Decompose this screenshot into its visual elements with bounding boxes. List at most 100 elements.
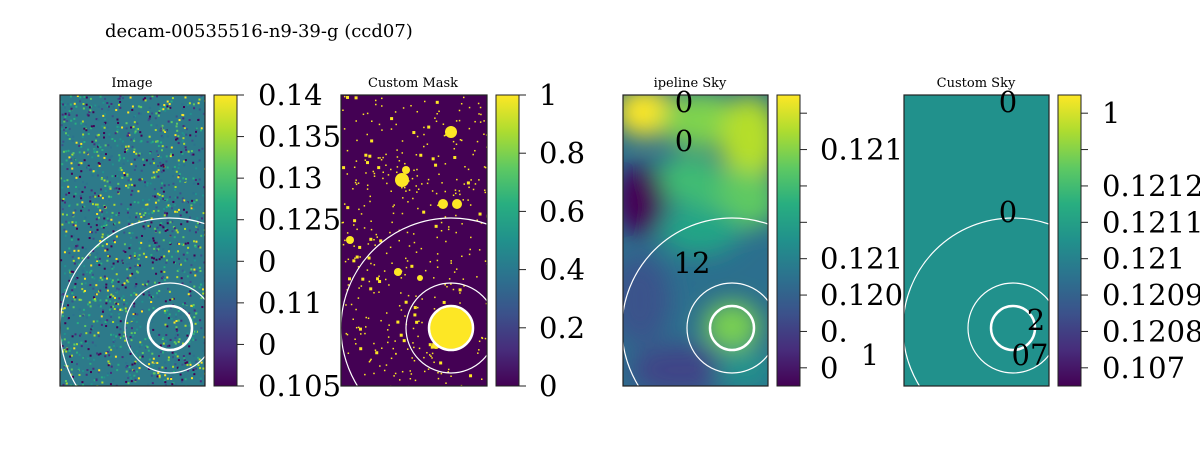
noise-pixel — [113, 222, 116, 225]
noise-pixel — [148, 367, 151, 370]
noise-pixel — [61, 144, 64, 147]
noise-pixel — [127, 179, 130, 182]
noise-pixel — [173, 321, 176, 324]
noise-pixel — [108, 135, 111, 138]
noise-pixel — [117, 303, 120, 306]
noise-pixel — [171, 153, 174, 156]
mask-speck — [401, 370, 404, 373]
noise-pixel — [85, 96, 88, 99]
noise-pixel — [167, 356, 170, 359]
noise-pixel — [84, 125, 87, 128]
noise-pixel — [119, 106, 122, 109]
noise-pixel — [196, 217, 199, 220]
noise-pixel — [174, 359, 177, 362]
mask-speck — [358, 287, 360, 289]
noise-pixel — [186, 332, 189, 335]
noise-pixel — [166, 325, 169, 328]
noise-pixel — [168, 313, 171, 316]
noise-pixel — [109, 186, 112, 189]
noise-pixel — [155, 292, 158, 295]
noise-pixel — [67, 355, 70, 358]
mask-speck — [358, 327, 362, 331]
noise-pixel — [92, 125, 95, 128]
noise-pixel — [167, 359, 170, 362]
mask-speck — [375, 351, 379, 355]
mask-speck — [399, 379, 401, 381]
mask-speck — [478, 349, 480, 351]
noise-pixel — [104, 249, 107, 252]
noise-pixel — [129, 266, 132, 269]
noise-pixel — [169, 338, 172, 341]
noise-pixel — [63, 118, 66, 121]
noise-pixel — [87, 164, 90, 167]
noise-pixel — [112, 379, 115, 382]
noise-pixel — [94, 231, 97, 234]
noise-pixel — [76, 322, 79, 325]
noise-pixel — [111, 138, 114, 141]
mask-speck — [343, 203, 346, 205]
noise-pixel — [115, 302, 118, 305]
noise-pixel — [60, 128, 63, 131]
noise-pixel — [130, 126, 133, 129]
noise-pixel — [192, 161, 195, 164]
noise-pixel — [117, 191, 120, 194]
noise-pixel — [65, 159, 68, 162]
noise-pixel — [99, 194, 102, 197]
noise-pixel — [182, 114, 185, 117]
mask-speck — [428, 354, 431, 356]
noise-pixel — [65, 382, 68, 385]
noise-pixel — [176, 210, 179, 213]
noise-pixel — [99, 240, 102, 243]
noise-pixel — [104, 144, 107, 147]
noise-pixel — [105, 286, 108, 289]
noise-pixel — [195, 130, 198, 133]
noise-pixel — [97, 195, 100, 198]
noise-pixel — [130, 294, 133, 297]
noise-pixel — [138, 247, 141, 250]
noise-pixel — [180, 380, 183, 383]
noise-pixel — [61, 223, 64, 226]
noise-pixel — [137, 271, 140, 274]
mask-speck — [474, 149, 476, 152]
noise-pixel — [149, 162, 152, 165]
noise-pixel — [159, 106, 162, 109]
noise-pixel — [68, 113, 71, 116]
mask-speck — [413, 169, 415, 172]
noise-pixel — [157, 209, 160, 212]
noise-pixel — [97, 161, 100, 164]
noise-pixel — [141, 285, 144, 288]
mask-speck — [381, 129, 383, 131]
noise-pixel — [194, 338, 197, 341]
noise-pixel — [147, 224, 150, 227]
noise-pixel — [200, 361, 203, 364]
noise-pixel — [110, 310, 113, 313]
noise-pixel — [177, 319, 180, 322]
noise-pixel — [152, 195, 155, 198]
noise-pixel — [73, 343, 76, 346]
noise-pixel — [189, 280, 192, 283]
mask-speck — [412, 327, 415, 330]
noise-pixel — [166, 228, 169, 231]
noise-pixel — [98, 257, 101, 260]
noise-pixel — [109, 187, 112, 190]
noise-pixel — [67, 293, 70, 296]
noise-pixel — [111, 211, 114, 214]
noise-pixel — [106, 374, 109, 377]
noise-pixel — [91, 174, 94, 177]
noise-pixel — [89, 361, 92, 364]
noise-pixel — [75, 114, 78, 117]
noise-pixel — [66, 295, 69, 298]
noise-pixel — [83, 277, 86, 280]
mask-speck — [478, 249, 481, 251]
noise-pixel — [118, 187, 121, 190]
noise-pixel — [75, 105, 78, 108]
noise-pixel — [116, 129, 119, 132]
noise-pixel — [198, 286, 201, 289]
noise-pixel — [194, 178, 197, 181]
noise-pixel — [68, 110, 71, 113]
noise-pixel — [109, 296, 112, 299]
noise-pixel — [186, 334, 189, 337]
noise-pixel — [131, 321, 134, 324]
noise-pixel — [100, 262, 103, 265]
